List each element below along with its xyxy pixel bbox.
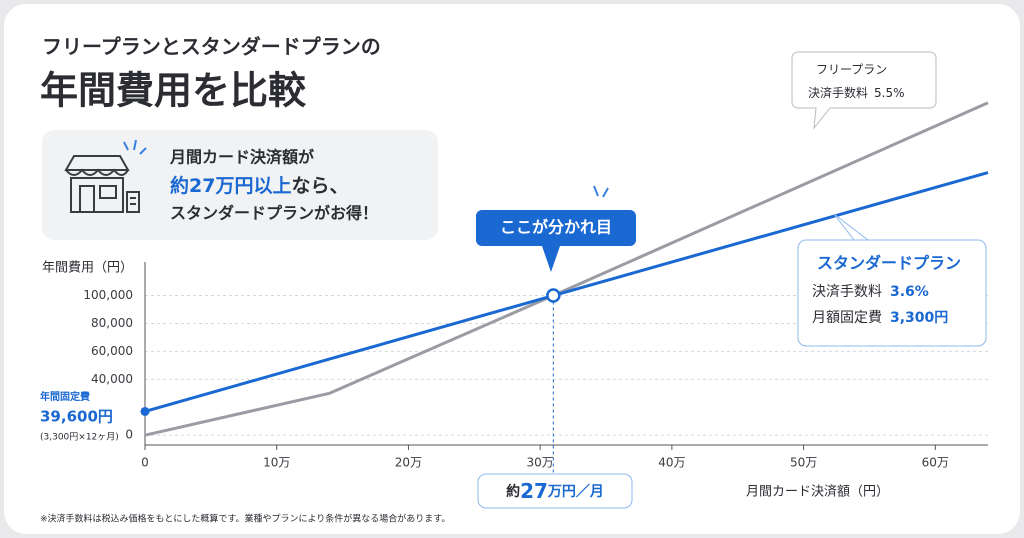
crossover-x-label: 約27万円／月 <box>506 479 604 503</box>
fee-value: 3.6% <box>890 284 929 300</box>
free-callout-fee: 決済手数料 5.5% <box>808 85 905 100</box>
y-tick-label: 80,000 <box>91 316 133 330</box>
fee-value: 5.5% <box>874 86 905 100</box>
prefix: 約 <box>506 483 520 500</box>
x-tick-label: 50万 <box>790 456 817 470</box>
x-tick-label: 60万 <box>922 456 949 470</box>
info-text: なら、 <box>291 175 348 197</box>
fixed-note-detail: (3,300円×12ヶ月) <box>40 432 119 443</box>
crossover-label: ここが分かれ目 <box>500 218 612 237</box>
number: 27 <box>520 479 548 503</box>
fixed-value: 3,300円 <box>890 310 948 326</box>
info-line: 約27万円以上なら、 <box>170 174 348 197</box>
y-axis-label: 年間費用（円） <box>42 261 133 276</box>
x-tick-label: 0 <box>141 456 149 470</box>
info-line: スタンダードプランがお得！ <box>170 204 378 223</box>
y-tick-label: 100,000 <box>83 288 133 302</box>
title: 年間費用を比較 <box>40 69 307 113</box>
subtitle: フリープランとスタンダードプランの <box>42 35 381 59</box>
free-callout <box>791 51 937 130</box>
x-tick-label: 40万 <box>658 456 685 470</box>
fixed-note-label: 年間固定費 <box>40 390 90 403</box>
fee-label: 決済手数料 <box>808 85 868 100</box>
fixed-note-amount: 39,600円 <box>40 408 113 426</box>
suffix: 万円／月 <box>547 484 604 500</box>
fee-label: 決済手数料 <box>812 284 882 300</box>
crossover-badge <box>476 210 636 272</box>
start-dot <box>140 406 150 416</box>
crossover-x-box <box>477 473 633 509</box>
crossover-point <box>546 288 561 303</box>
standard-callout-fee: 決済手数料 3.6% <box>812 284 929 300</box>
sparkle <box>593 185 609 198</box>
standard-callout-fixed: 月額固定費 3,300円 <box>812 310 948 326</box>
info-line: 月間カード決済額が <box>169 148 314 167</box>
x-tick-label: 30万 <box>527 456 554 470</box>
fixed-label: 月額固定費 <box>812 310 882 326</box>
info-box <box>42 130 438 240</box>
store-icon <box>64 155 140 213</box>
standard-callout-name: スタンダードプラン <box>817 254 961 273</box>
plot: 0 40,000 60,000 80,000 100,000 0 10万 20万 30万 40万 5… <box>83 101 989 474</box>
series-line <box>144 101 989 437</box>
x-tick-label: 10万 <box>263 456 290 470</box>
footnote: ※決済手数料は税込み価格をもとにした概算です。業種やプランにより条件が異なる場合… <box>40 513 450 525</box>
free-callout-name: フリープラン <box>816 63 887 77</box>
sparkle <box>123 139 147 155</box>
y-tick-label: 40,000 <box>91 372 133 386</box>
standard-callout <box>797 213 987 347</box>
x-tick-label: 20万 <box>395 456 422 470</box>
y-tick-label: 60,000 <box>91 344 133 358</box>
series-line <box>144 171 989 413</box>
y-tick-label: 0 <box>125 428 133 442</box>
x-axis-label: 月間カード決済額（円） <box>746 484 889 500</box>
info-highlight: 約27万円以上 <box>170 174 291 197</box>
